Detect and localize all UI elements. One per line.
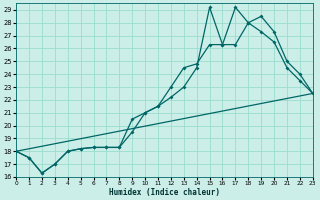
X-axis label: Humidex (Indice chaleur): Humidex (Indice chaleur) bbox=[109, 188, 220, 197]
